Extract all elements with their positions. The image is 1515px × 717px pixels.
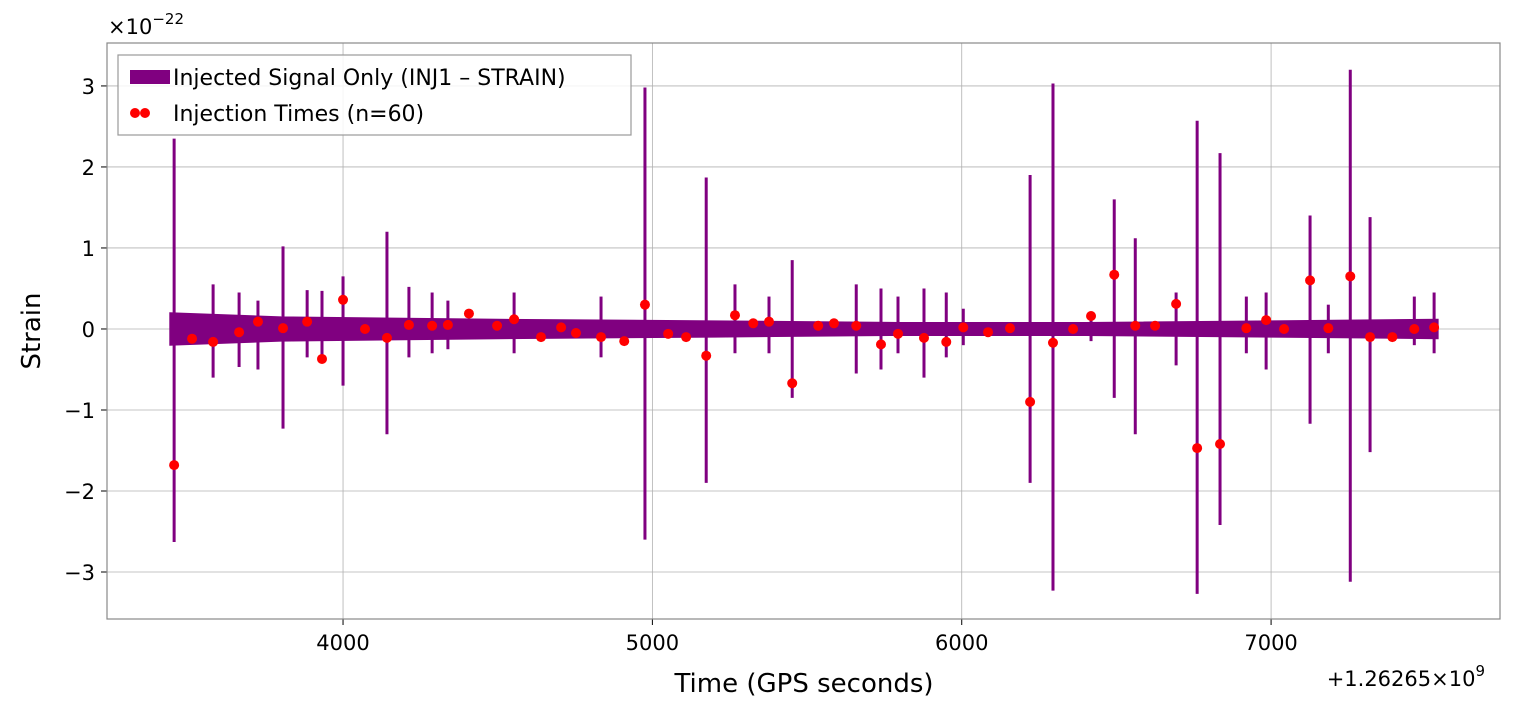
injection-point (983, 327, 994, 338)
injection-point (764, 316, 775, 327)
injection-point (1192, 443, 1203, 454)
injection-point (958, 322, 969, 333)
injection-point (536, 332, 547, 343)
plot-frame (106, 42, 1501, 620)
y-tick-label: 1 (82, 237, 95, 261)
injection-point (1068, 323, 1079, 334)
injection-point (1409, 323, 1420, 334)
injection-point (1323, 323, 1334, 334)
injection-point (1279, 323, 1290, 334)
injection-point (1241, 323, 1252, 334)
injection-point (1365, 332, 1376, 343)
y-tick-label: −2 (64, 480, 95, 504)
legend-label: Injection Times (n=60) (173, 102, 424, 127)
injection-point (1047, 337, 1058, 348)
y-multiplier: ×10−22 (108, 10, 184, 39)
y-multiplier-base: ×10 (108, 15, 152, 39)
injection-point (442, 319, 453, 330)
y-tick-label: −3 (64, 561, 95, 585)
injection-point (403, 319, 414, 330)
injection-point (1171, 298, 1182, 309)
injection-point (234, 327, 245, 338)
injection-point (252, 316, 263, 327)
injection-point (639, 299, 650, 310)
injection-point (359, 323, 370, 334)
injection-point (918, 332, 929, 343)
y-tick-label: −1 (64, 399, 95, 423)
injection-point (1345, 271, 1356, 282)
legend-box (117, 54, 632, 136)
injection-point (492, 320, 503, 331)
legend-swatch (130, 70, 170, 84)
injection-point (1025, 396, 1036, 407)
injection-point (893, 328, 904, 339)
injection-point (619, 336, 630, 347)
injection-point (187, 333, 198, 344)
y-tick-label: 3 (82, 75, 95, 99)
injection-point (556, 322, 567, 333)
x-offset-base: +1.26265×10 (1327, 667, 1476, 691)
injection-point (278, 323, 289, 334)
injection-point (813, 320, 824, 331)
legend-marker (140, 108, 150, 118)
injection-point (596, 332, 607, 343)
injection-point (338, 294, 349, 305)
injection-point (316, 353, 327, 364)
injection-point (427, 320, 438, 331)
injection-point (1261, 315, 1272, 326)
x-tick-label: 7000 (1244, 631, 1297, 655)
injection-point (748, 318, 759, 329)
injection-point (169, 460, 180, 471)
x-offset: +1.26265×109 (1327, 662, 1485, 691)
y-tick-label: 2 (82, 156, 95, 180)
injection-point (1150, 320, 1161, 331)
injection-point (663, 328, 674, 339)
x-tick-label: 6000 (935, 631, 988, 655)
signal-band (169, 312, 1439, 346)
x-axis-label: Time (GPS seconds) (673, 669, 933, 699)
injection-point (941, 336, 952, 347)
x-offset-exponent: 9 (1475, 662, 1485, 680)
injection-point (381, 332, 392, 343)
injection-point (875, 339, 886, 350)
injection-point (1130, 320, 1141, 331)
injection-point (1305, 275, 1316, 286)
legend-marker (130, 108, 140, 118)
injection-point (1004, 323, 1015, 334)
injection-point (1086, 311, 1097, 322)
injection-point (828, 318, 839, 329)
injection-point (463, 308, 474, 319)
injection-point (681, 332, 692, 343)
injection-point (1429, 322, 1440, 333)
y-axis-label: Strain (17, 292, 47, 369)
injection-point (787, 378, 798, 389)
injection-point (701, 350, 712, 361)
injection-point (1387, 332, 1398, 343)
injection-point (1109, 269, 1120, 280)
injection-point (302, 316, 313, 327)
injection-point (509, 314, 520, 325)
x-tick-label: 4000 (316, 631, 369, 655)
injection-point (729, 310, 740, 321)
injection-point (208, 336, 219, 347)
injection-point (570, 328, 581, 339)
y-tick-label: 0 (82, 318, 95, 342)
legend-label: Injected Signal Only (INJ1 – STRAIN) (173, 66, 566, 91)
injection-point (1215, 439, 1226, 450)
y-multiplier-exponent: −22 (152, 10, 184, 28)
injection-point (851, 320, 862, 331)
x-tick-label: 5000 (626, 631, 679, 655)
